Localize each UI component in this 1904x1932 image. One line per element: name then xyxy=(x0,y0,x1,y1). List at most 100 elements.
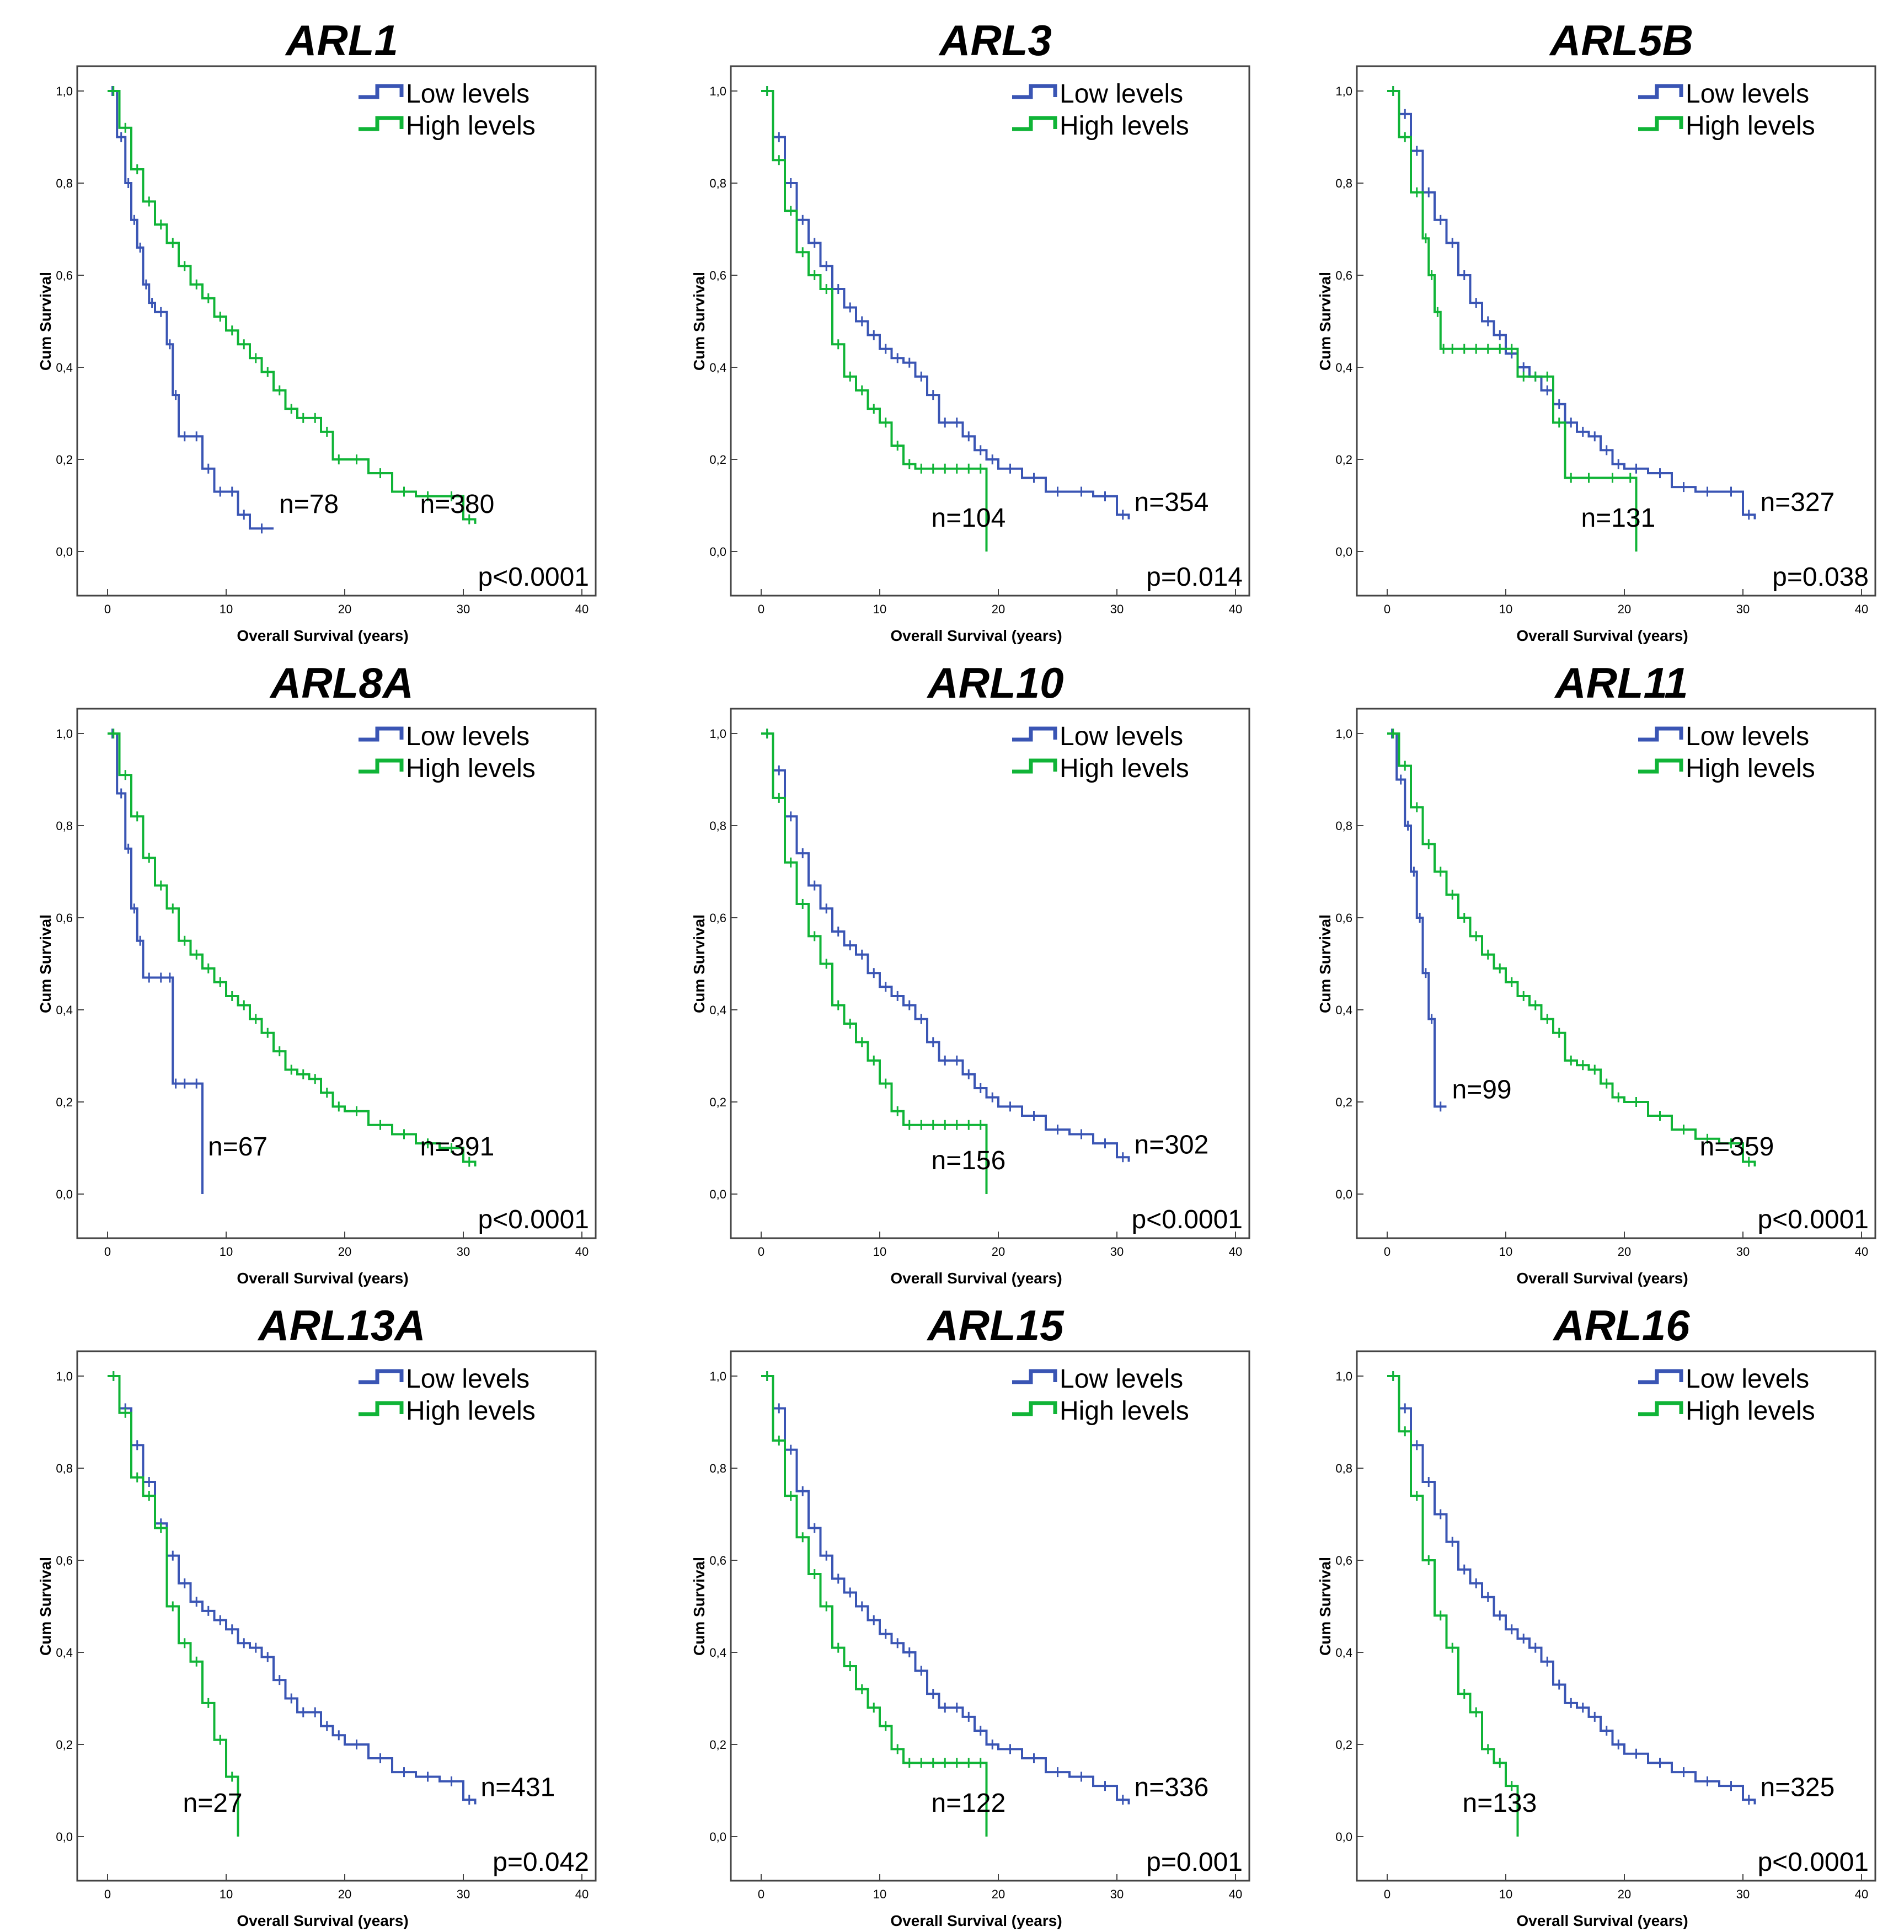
low-levels-curve xyxy=(1387,1375,1756,1805)
x-tick-label: 10 xyxy=(220,602,233,616)
x-tick-label: 20 xyxy=(992,602,1005,616)
x-tick-label: 40 xyxy=(1229,1245,1242,1259)
chart-title: ARL10 xyxy=(926,659,1063,707)
chart-title: ARL11 xyxy=(1554,659,1688,707)
x-tick-label: 0 xyxy=(104,1245,111,1259)
y-tick-label: 0,6 xyxy=(1335,269,1352,282)
x-tick-label: 30 xyxy=(1110,1245,1124,1259)
legend-low-swatch xyxy=(1012,84,1057,99)
y-tick-label: 0,2 xyxy=(709,1738,726,1752)
x-axis-label: Overall Survival (years) xyxy=(890,1912,1062,1929)
y-tick-label: 0,2 xyxy=(56,453,73,467)
x-tick-label: 10 xyxy=(873,1245,886,1259)
legend-low-swatch xyxy=(1012,726,1057,742)
n-label-low: n=78 xyxy=(279,490,339,519)
y-tick-label: 1,0 xyxy=(709,1369,726,1383)
n-label-low: n=325 xyxy=(1761,1773,1835,1802)
legend-high-swatch xyxy=(1638,758,1683,774)
legend-low-label: Low levels xyxy=(1686,1364,1809,1394)
legend-high-swatch xyxy=(359,1401,404,1416)
n-label-low: n=431 xyxy=(481,1773,555,1802)
y-tick-label: 1,0 xyxy=(709,84,726,98)
y-tick-label: 0,8 xyxy=(709,819,726,833)
n-label-high: n=122 xyxy=(932,1789,1006,1818)
y-axis-label: Cum Survival xyxy=(1317,914,1334,1013)
y-tick-label: 0,0 xyxy=(56,1187,73,1201)
x-tick-label: 0 xyxy=(758,602,764,616)
y-tick-label: 0,2 xyxy=(56,1095,73,1109)
y-tick-label: 0,2 xyxy=(1335,453,1352,467)
x-tick-label: 0 xyxy=(758,1887,764,1901)
x-tick-label: 30 xyxy=(1736,602,1750,616)
legend-high-label: High levels xyxy=(1060,754,1189,783)
km-chart-arl5b: ARL5B 0,0 0,2 0,4 0,6 0,8 1,0 0 10 20 30 40 Overall … xyxy=(1317,16,1876,644)
x-tick-label: 40 xyxy=(1855,1245,1868,1259)
x-tick-label: 40 xyxy=(1855,1887,1868,1901)
legend-low-label: Low levels xyxy=(406,79,530,109)
legend-low-label: Low levels xyxy=(1060,79,1183,109)
legend-low-label: Low levels xyxy=(1060,1364,1183,1394)
plot-frame xyxy=(76,65,597,597)
legend-high-swatch xyxy=(359,758,404,774)
chart-title: ARL13A xyxy=(257,1301,425,1350)
x-tick-label: 30 xyxy=(1110,1887,1124,1901)
legend-high-swatch xyxy=(1638,1401,1683,1416)
y-tick-label: 0,4 xyxy=(1335,361,1352,374)
plot-frame xyxy=(1356,708,1876,1239)
x-tick-label: 20 xyxy=(1618,1245,1631,1259)
km-chart-arl13a: ARL13A 0,0 0,2 0,4 0,6 0,8 1,0 0 10 20 30 40 Overall… xyxy=(37,1301,597,1929)
low-levels-curve xyxy=(108,732,204,1194)
y-tick-label: 0,4 xyxy=(1335,1646,1352,1660)
p-value: p<0.0001 xyxy=(1131,1205,1243,1234)
legend-high-label: High levels xyxy=(406,754,536,783)
y-tick-label: 0,2 xyxy=(709,1095,726,1109)
legend-low-label: Low levels xyxy=(1686,722,1809,751)
y-tick-label: 0,0 xyxy=(1335,545,1352,559)
legend-high-label: High levels xyxy=(1686,111,1815,141)
legend-low-label: Low levels xyxy=(1060,722,1183,751)
n-label-low: n=354 xyxy=(1135,488,1209,517)
x-tick-label: 20 xyxy=(1618,1887,1631,1901)
high-levels-curve xyxy=(761,732,988,1194)
n-label-high: n=27 xyxy=(183,1789,243,1818)
p-value: p=0.038 xyxy=(1772,563,1869,592)
legend-high-label: High levels xyxy=(406,1396,536,1426)
x-tick-label: 0 xyxy=(1384,1887,1390,1901)
x-tick-label: 40 xyxy=(575,602,589,616)
y-axis-label: Cum Survival xyxy=(691,914,708,1013)
x-tick-label: 10 xyxy=(873,1887,886,1901)
km-chart-arl11: ARL11 0,0 0,2 0,4 0,6 0,8 1,0 0 10 20 30 40 Overall … xyxy=(1317,659,1876,1287)
legend-high-swatch xyxy=(1638,116,1683,131)
x-axis-label: Overall Survival (years) xyxy=(1516,1270,1688,1287)
low-levels-curve xyxy=(761,90,1130,520)
legend-low-label: Low levels xyxy=(1686,79,1809,109)
km-chart-arl16: ARL16 0,0 0,2 0,4 0,6 0,8 1,0 0 10 20 30 40 Overall … xyxy=(1317,1301,1876,1929)
high-levels-curve xyxy=(1387,1375,1519,1837)
x-tick-label: 20 xyxy=(992,1887,1005,1901)
p-value: p<0.0001 xyxy=(1757,1848,1869,1877)
x-tick-label: 0 xyxy=(104,602,111,616)
y-axis-label: Cum Survival xyxy=(1317,272,1334,371)
legend-low-label: Low levels xyxy=(406,1364,530,1394)
legend-low-label: Low levels xyxy=(406,722,530,751)
y-tick-label: 1,0 xyxy=(1335,84,1352,98)
n-label-high: n=131 xyxy=(1581,504,1656,533)
chart-title: ARL15 xyxy=(926,1301,1065,1350)
x-axis-label: Overall Survival (years) xyxy=(1516,1912,1688,1929)
km-chart-arl3: ARL3 0,0 0,2 0,4 0,6 0,8 1,0 0 10 20 30 40 Overall S… xyxy=(691,16,1250,644)
y-tick-label: 0,2 xyxy=(56,1738,73,1752)
x-tick-label: 40 xyxy=(575,1887,589,1901)
y-tick-label: 0,2 xyxy=(709,453,726,467)
y-tick-label: 0,4 xyxy=(709,1003,726,1017)
n-label-low: n=327 xyxy=(1761,488,1835,517)
y-tick-label: 0,4 xyxy=(56,361,73,374)
y-tick-label: 0,4 xyxy=(56,1646,73,1660)
y-tick-label: 0,8 xyxy=(56,176,73,190)
y-axis-label: Cum Survival xyxy=(691,1557,708,1656)
y-axis-label: Cum Survival xyxy=(37,272,54,371)
legend-high-label: High levels xyxy=(406,111,536,141)
n-label-high: n=380 xyxy=(420,490,495,519)
plot-frame xyxy=(730,65,1250,597)
